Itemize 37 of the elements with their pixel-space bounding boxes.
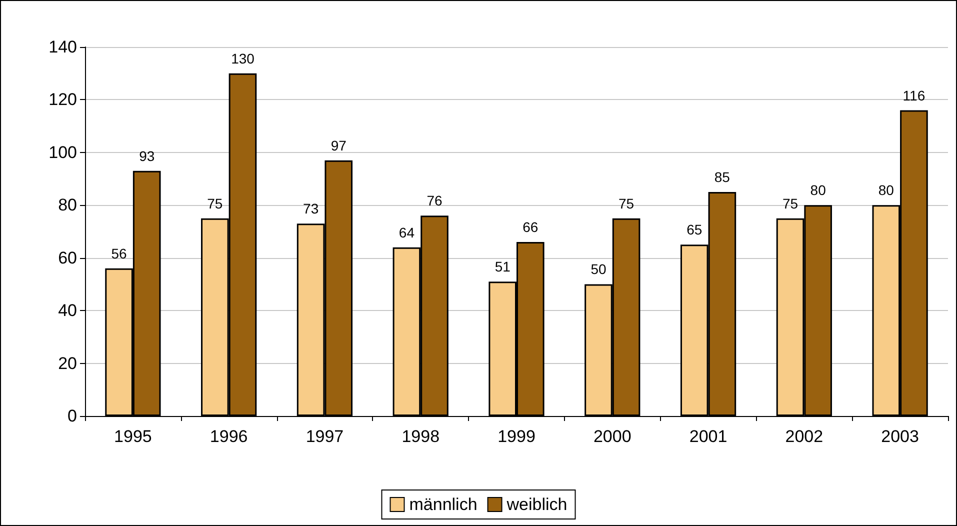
x-tick-label: 1998 [402, 427, 440, 446]
y-tick-label: 140 [48, 38, 77, 56]
x-tick-label: 1997 [306, 427, 344, 446]
data-label: 80 [810, 182, 826, 198]
data-label: 75 [618, 195, 634, 212]
x-tick-label: 2000 [593, 427, 632, 446]
data-label: 75 [782, 195, 798, 212]
y-tick-label: 0 [68, 406, 77, 426]
data-label: 51 [494, 258, 511, 275]
data-label: 85 [714, 168, 730, 185]
x-tick-label: 1996 [210, 427, 248, 446]
x-tick-label: 2002 [785, 427, 824, 446]
data-label: 66 [522, 219, 538, 236]
y-tick-label: 60 [58, 248, 77, 268]
data-label: 116 [902, 87, 926, 104]
data-label: 73 [303, 200, 319, 217]
y-tick-label: 20 [58, 354, 77, 373]
data-label: 56 [111, 245, 128, 262]
y-tick-label: 100 [48, 142, 77, 162]
legend-label: männlich [409, 495, 478, 514]
x-tick-label: 1999 [498, 427, 536, 446]
x-tick-label: 2001 [689, 427, 728, 446]
data-label: 64 [398, 224, 415, 240]
data-label: 75 [207, 195, 223, 212]
data-label: 93 [139, 148, 155, 164]
x-tick-label: 1995 [114, 427, 152, 446]
y-tick-label: 80 [58, 196, 77, 215]
data-label: 50 [590, 261, 606, 278]
data-label: 65 [686, 222, 702, 238]
legend-label: weiblich [506, 495, 568, 514]
y-tick-label: 120 [48, 90, 77, 110]
y-tick-label: 40 [58, 301, 77, 320]
data-label: 130 [231, 50, 255, 66]
x-tick-label: 2003 [881, 427, 919, 446]
data-label: 76 [426, 192, 443, 209]
data-label: 97 [330, 137, 347, 154]
data-label: 80 [878, 182, 894, 198]
